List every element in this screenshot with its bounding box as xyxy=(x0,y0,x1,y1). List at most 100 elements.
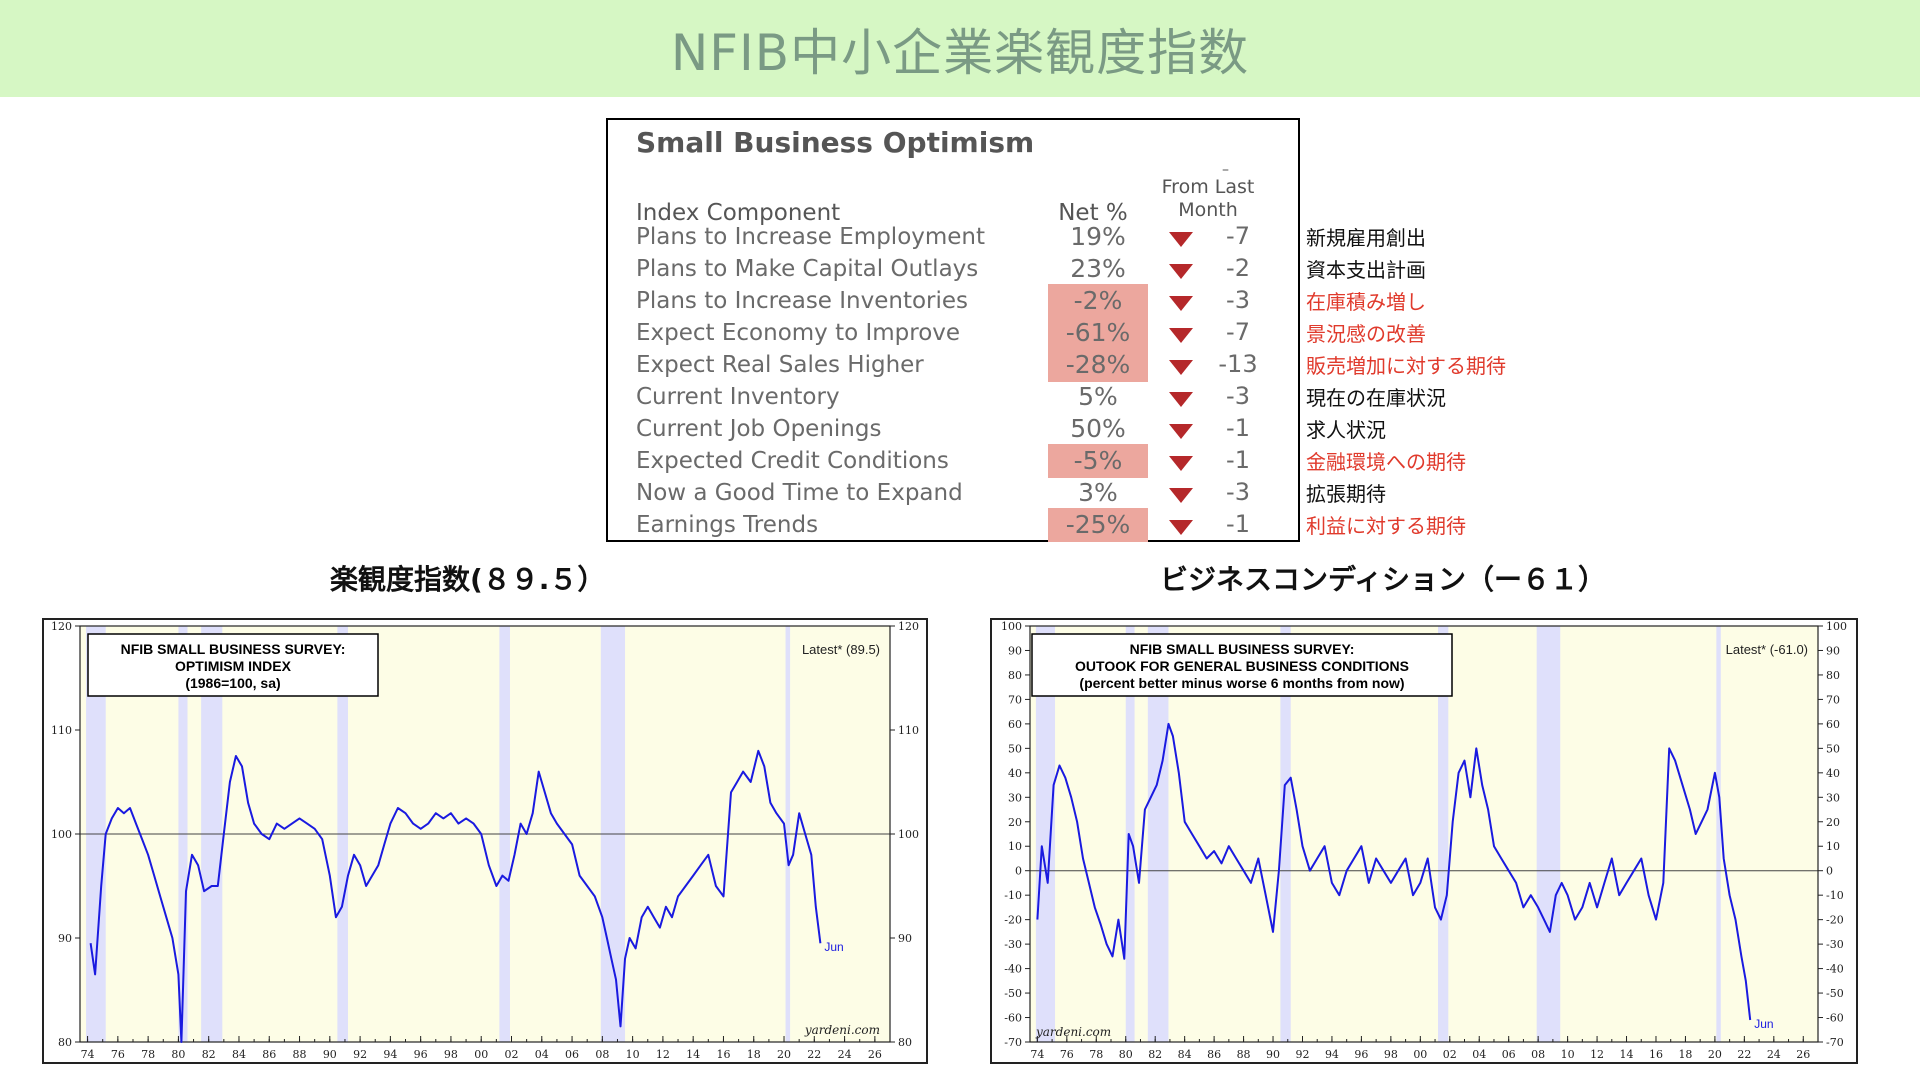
optimism-table: Small Business Optimism – From Last Mont… xyxy=(606,118,1300,542)
title-box-line: OUTOOK FOR GENERAL BUSINESS CONDITIONS xyxy=(1075,658,1409,674)
row-net-percent: -5% xyxy=(1048,444,1148,478)
x-tick-label: 22 xyxy=(1737,1048,1751,1061)
row-label: Earnings Trends xyxy=(636,512,819,538)
y-tick-label-left: 70 xyxy=(1008,693,1022,706)
chart1-caption: 楽観度指数(８９.５） xyxy=(330,563,606,596)
table-row: Expected Credit Conditions -5% -1 xyxy=(608,444,1298,478)
x-tick-label: 74 xyxy=(81,1048,95,1061)
y-tick-label-left: 40 xyxy=(1008,767,1022,780)
title-banner: NFIB中小企業楽観度指数 xyxy=(0,0,1920,97)
table-row: Current Inventory 5% -3 xyxy=(608,382,1298,414)
title-box-line: OPTIMISM INDEX xyxy=(175,658,292,674)
x-tick-label: 96 xyxy=(414,1048,428,1061)
table-row: Expect Real Sales Higher -28% -13 xyxy=(608,348,1298,382)
x-tick-label: 24 xyxy=(1767,1048,1781,1061)
header-from-line1: From Last xyxy=(1161,176,1255,198)
x-tick-label: 76 xyxy=(1060,1048,1074,1061)
x-tick-label: 84 xyxy=(1178,1048,1192,1061)
down-triangle-icon xyxy=(1169,264,1193,279)
x-tick-label: 88 xyxy=(1237,1048,1251,1061)
japanese-note: 在庫積み増し xyxy=(1306,290,1426,314)
x-tick-label: 82 xyxy=(202,1048,216,1061)
down-triangle-icon xyxy=(1169,488,1193,503)
japanese-note: 拡張期待 xyxy=(1306,482,1386,506)
down-triangle-icon xyxy=(1169,328,1193,343)
y-tick-label-left: 100 xyxy=(1001,620,1022,633)
y-tick-label-left: 120 xyxy=(51,620,72,633)
y-tick-label-left: 110 xyxy=(51,724,72,737)
y-tick-label-right: 50 xyxy=(1826,742,1840,755)
x-tick-label: 14 xyxy=(686,1048,700,1061)
japanese-note: 景況感の改善 xyxy=(1306,322,1426,346)
japanese-note: 販売増加に対する期待 xyxy=(1306,354,1506,378)
x-tick-label: 02 xyxy=(1443,1048,1457,1061)
x-tick-label: 06 xyxy=(565,1048,579,1061)
table-row: Expect Economy to Improve -61% -7 xyxy=(608,316,1298,350)
down-triangle-icon xyxy=(1169,520,1193,535)
table-row: Plans to Make Capital Outlays 23% -2 xyxy=(608,254,1298,286)
y-tick-label-left: -30 xyxy=(1004,938,1022,951)
x-tick-label: 80 xyxy=(171,1048,185,1061)
y-tick-label-left: -70 xyxy=(1004,1036,1022,1049)
y-tick-label-left: 60 xyxy=(1008,718,1022,731)
header-change-mark: – xyxy=(1222,162,1229,178)
page-title: NFIB中小企業楽観度指数 xyxy=(670,23,1250,82)
x-tick-label: 82 xyxy=(1148,1048,1162,1061)
table-row: Now a Good Time to Expand 3% -3 xyxy=(608,478,1298,510)
x-tick-label: 84 xyxy=(232,1048,246,1061)
x-tick-label: 24 xyxy=(838,1048,852,1061)
title-box-line: (1986=100, sa) xyxy=(185,675,280,691)
y-tick-label-left: 90 xyxy=(58,932,72,945)
end-label: Jun xyxy=(824,940,843,954)
y-tick-label-right: 120 xyxy=(898,620,919,633)
x-tick-label: 12 xyxy=(656,1048,670,1061)
header-from-line2: Month xyxy=(1178,199,1238,221)
row-label: Now a Good Time to Expand xyxy=(636,480,963,506)
y-tick-label-right: 10 xyxy=(1826,840,1840,853)
recession-band xyxy=(1437,626,1449,1042)
y-tick-label-right: 80 xyxy=(898,1036,912,1049)
y-tick-label-left: -40 xyxy=(1004,963,1022,976)
row-net-percent: 5% xyxy=(1078,382,1118,411)
y-tick-label-right: -50 xyxy=(1826,987,1844,1000)
x-tick-label: 96 xyxy=(1354,1048,1368,1061)
x-tick-label: 10 xyxy=(1561,1048,1575,1061)
table-row: Earnings Trends -25% -1 xyxy=(608,508,1298,542)
recession-band xyxy=(1280,626,1291,1042)
x-tick-label: 74 xyxy=(1030,1048,1044,1061)
y-tick-label-right: -20 xyxy=(1826,914,1844,927)
x-tick-label: 78 xyxy=(1089,1048,1103,1061)
y-tick-label-left: -60 xyxy=(1004,1012,1022,1025)
end-label: Jun xyxy=(1754,1017,1773,1031)
x-tick-label: 00 xyxy=(1413,1048,1427,1061)
down-triangle-icon xyxy=(1169,424,1193,439)
y-tick-label-right: 100 xyxy=(1826,620,1847,633)
series-line xyxy=(1036,722,1752,1021)
table-row: Plans to Increase Employment 19% -7 xyxy=(608,222,1298,254)
row-change: -3 xyxy=(1226,478,1250,506)
row-label: Expect Economy to Improve xyxy=(636,320,961,346)
latest-label: Latest* (89.5) xyxy=(802,642,880,657)
recession-band xyxy=(1035,626,1056,1042)
table-row: Plans to Increase Inventories -2% -3 xyxy=(608,284,1298,318)
row-net-percent: -61% xyxy=(1048,316,1148,350)
row-change: -1 xyxy=(1226,446,1250,474)
row-change: -2 xyxy=(1226,254,1250,282)
x-tick-label: 08 xyxy=(1531,1048,1545,1061)
y-tick-label-right: 0 xyxy=(1826,865,1833,878)
x-tick-label: 98 xyxy=(444,1048,458,1061)
y-tick-label-left: 50 xyxy=(1008,742,1022,755)
x-tick-label: 26 xyxy=(1796,1048,1810,1061)
y-tick-label-right: 100 xyxy=(898,828,919,841)
credit-label: yardeni.com xyxy=(804,1023,880,1037)
y-tick-label-right: 90 xyxy=(1826,644,1840,657)
row-change: -3 xyxy=(1226,286,1250,314)
recession-band xyxy=(1147,626,1169,1042)
x-tick-label: 16 xyxy=(1649,1048,1663,1061)
x-tick-label: 20 xyxy=(777,1048,791,1061)
japanese-note: 求人状況 xyxy=(1306,418,1386,442)
chart2-caption: ビジネスコンディション（ー６１） xyxy=(1160,563,1607,596)
y-tick-label-right: 20 xyxy=(1826,816,1840,829)
row-label: Plans to Increase Inventories xyxy=(636,288,969,314)
row-label: Current Job Openings xyxy=(636,416,882,442)
